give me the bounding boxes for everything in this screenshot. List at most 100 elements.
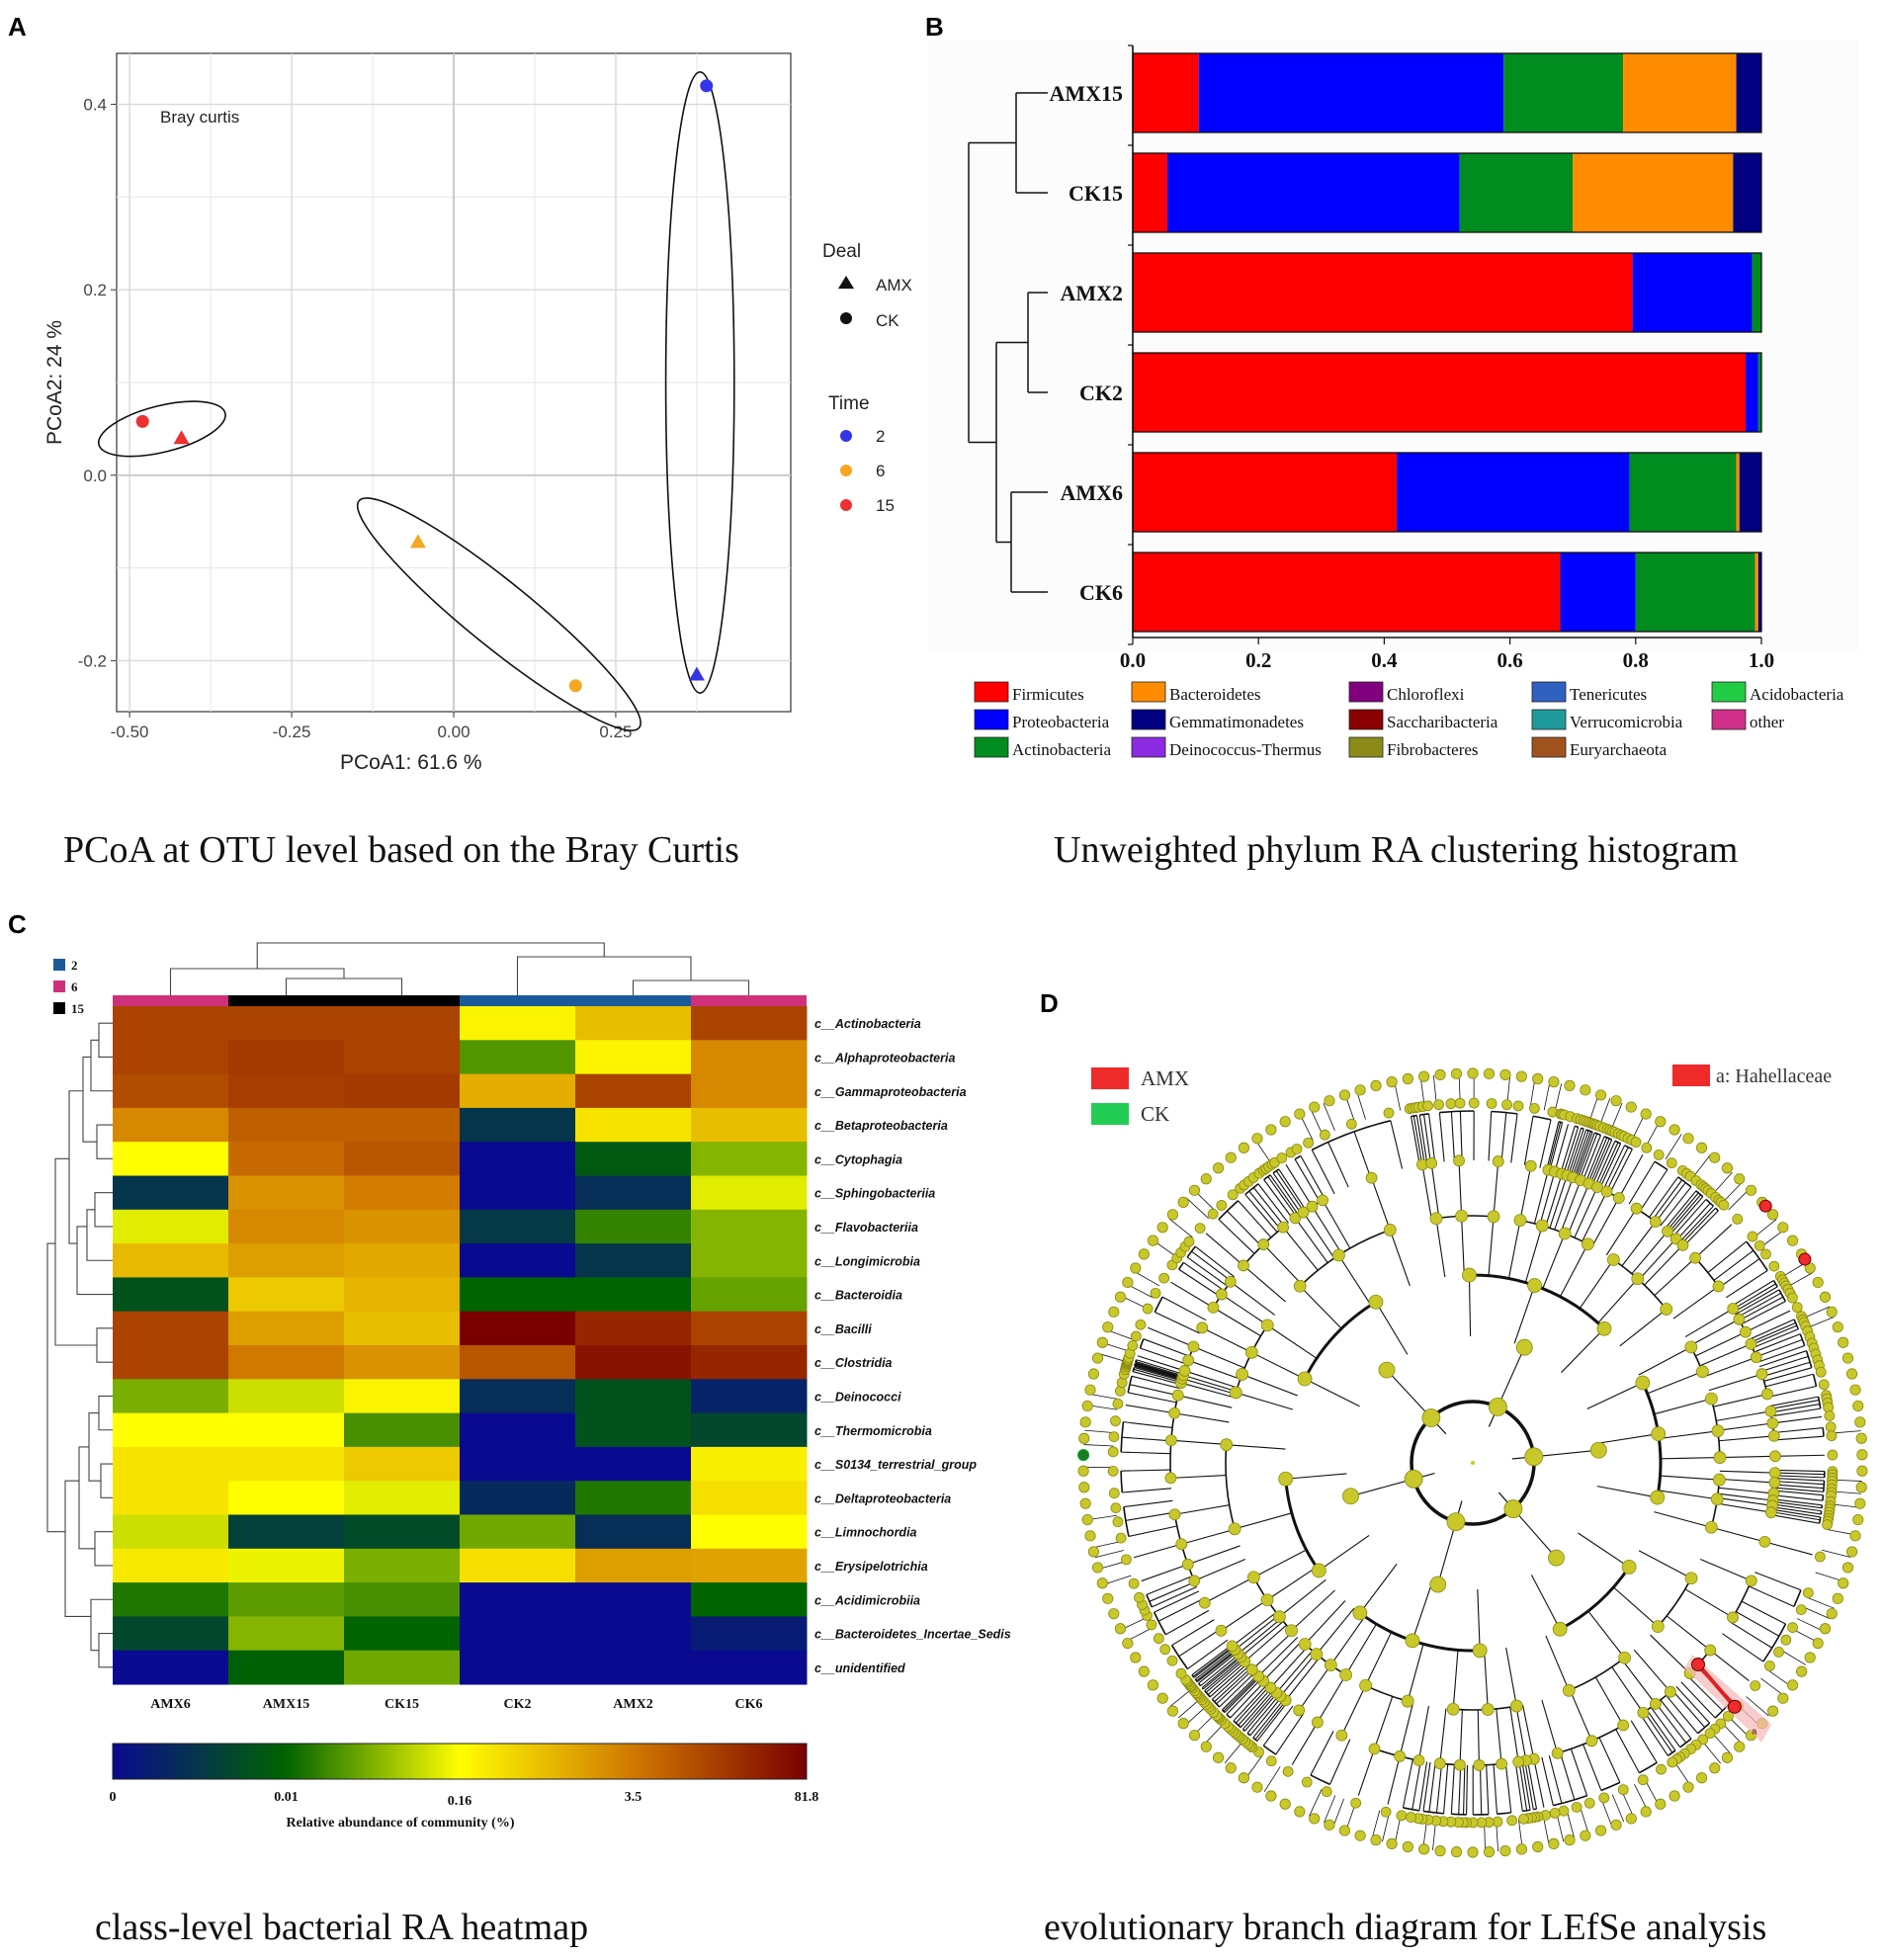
heatmap-cell bbox=[691, 1142, 808, 1176]
cladogram-branch bbox=[1256, 1701, 1289, 1742]
cladogram-branch bbox=[1137, 1355, 1185, 1372]
cladogram-arc bbox=[1822, 1427, 1825, 1437]
heatmap-cell bbox=[113, 1073, 229, 1109]
legend-label: Firmicutes bbox=[1012, 685, 1084, 704]
cladogram-branch bbox=[1541, 1756, 1554, 1806]
cladogram-branch bbox=[1658, 1490, 1718, 1500]
heatmap-cell bbox=[228, 1311, 345, 1346]
cladogram-arc bbox=[1822, 1494, 1825, 1501]
panel-c-letter: C bbox=[8, 909, 27, 939]
cladogram-branch bbox=[1327, 1142, 1349, 1188]
cladogram-branch bbox=[1719, 1455, 1775, 1459]
cladogram-branch bbox=[1523, 1116, 1534, 1165]
group-legend-swatch bbox=[53, 980, 65, 992]
cladogram-leaf-node bbox=[1845, 1546, 1858, 1558]
cladogram-branch bbox=[1644, 1244, 1683, 1286]
cladogram-branch bbox=[1774, 1484, 1825, 1490]
heatmap-cell bbox=[113, 1107, 229, 1143]
cladogram-node bbox=[1745, 1337, 1757, 1350]
cladogram-node bbox=[1641, 1142, 1653, 1153]
cladogram-node bbox=[1571, 1802, 1583, 1813]
heatmap-cell bbox=[228, 1616, 345, 1652]
cladogram-node bbox=[1168, 1406, 1181, 1419]
heatmap-cell bbox=[228, 1040, 345, 1075]
row-label: c__Sphingobacteriia bbox=[814, 1187, 935, 1201]
column-label: CK6 bbox=[735, 1697, 763, 1712]
cladogram-branch bbox=[1201, 1326, 1252, 1353]
cladogram-branch bbox=[1660, 1457, 1720, 1460]
cladogram-leaf-node bbox=[1450, 1846, 1463, 1858]
row-label: c__Actinobacteria bbox=[814, 1017, 921, 1031]
cladogram-branch bbox=[1415, 1115, 1425, 1164]
colorbar-label: Relative abundance of community (%) bbox=[287, 1816, 515, 1831]
cladogram-arc bbox=[1311, 1120, 1392, 1151]
heatmap-cell bbox=[460, 1345, 576, 1380]
cladogram-node bbox=[1297, 1371, 1313, 1387]
group-bar-cell bbox=[575, 995, 691, 1006]
bar-AMX6-bacteroidetes bbox=[1736, 453, 1740, 532]
legend-deal-title: Deal bbox=[822, 241, 861, 262]
heatmap-cell bbox=[344, 1514, 461, 1550]
cladogram-branch bbox=[1303, 1212, 1335, 1259]
cladogram-branch bbox=[1262, 1705, 1294, 1747]
cladogram-branch bbox=[1227, 1210, 1262, 1247]
cladogram-arc bbox=[1695, 1190, 1704, 1198]
group-legend-label: 2 bbox=[71, 958, 78, 973]
cladogram-branch bbox=[1304, 1600, 1346, 1645]
cladogram-leaf-node bbox=[1087, 1368, 1100, 1380]
cladogram-node bbox=[1486, 1098, 1497, 1109]
highlight-swatch bbox=[1672, 1065, 1710, 1086]
cladogram-branch bbox=[1546, 1121, 1560, 1170]
cladogram-branch bbox=[1300, 1155, 1326, 1200]
bar-CK2-proteobacteria bbox=[1746, 353, 1758, 432]
cladogram-leaf-node bbox=[1841, 1562, 1854, 1574]
row-label: c__Limnochordia bbox=[814, 1526, 917, 1540]
legend-label: Proteobacteria bbox=[1012, 713, 1110, 731]
cladogram-branch bbox=[1310, 1108, 1324, 1137]
cladogram-node bbox=[1704, 1644, 1717, 1657]
cladogram-node bbox=[1596, 1321, 1612, 1336]
cladogram-branch bbox=[1774, 1469, 1825, 1473]
heatmap-cell bbox=[460, 1175, 576, 1211]
cladogram-leaf-node bbox=[1084, 1384, 1096, 1396]
cladogram-branch bbox=[1750, 1321, 1796, 1343]
cladogram-branch bbox=[1263, 1179, 1294, 1221]
cladogram-branch bbox=[1266, 1324, 1318, 1359]
cladogram-node bbox=[1215, 1624, 1228, 1637]
cladogram-branch bbox=[1417, 1705, 1429, 1761]
cladogram-branch bbox=[1266, 1566, 1318, 1601]
legend-swatch-other bbox=[1711, 709, 1747, 730]
cladogram-branch bbox=[1822, 1549, 1851, 1558]
bar-CK2-actinobacteria bbox=[1757, 353, 1761, 432]
cladogram-branch bbox=[1278, 1168, 1307, 1211]
cladogram-branch bbox=[1802, 1606, 1831, 1619]
x-tick-label: -0.50 bbox=[111, 723, 149, 741]
bar-AMX6-gemmatimonadetes bbox=[1739, 453, 1761, 532]
cladogram-branch bbox=[1432, 1074, 1437, 1105]
heatmap-cell bbox=[575, 1650, 692, 1685]
cladogram-branch bbox=[1770, 1514, 1820, 1524]
heatmap-cell bbox=[344, 1040, 461, 1075]
cladogram-branch bbox=[1209, 1663, 1247, 1698]
cladogram-leaf-node bbox=[1212, 1162, 1225, 1174]
cladogram-branch bbox=[1133, 1270, 1160, 1287]
cladogram-branch bbox=[1230, 1281, 1276, 1316]
cladogram-leaf-node bbox=[1826, 1608, 1838, 1620]
cladogram-branch bbox=[1272, 1172, 1302, 1215]
cladogram-leaf-node bbox=[1354, 1830, 1366, 1841]
group-legend-label: 15 bbox=[71, 1001, 85, 1016]
heatmap-cell bbox=[691, 1650, 808, 1685]
row-dendrogram-branch bbox=[46, 1242, 65, 1533]
cladogram-branch bbox=[1764, 1541, 1813, 1556]
cladogram-branch bbox=[1769, 1399, 1820, 1409]
cladogram-arc bbox=[1574, 1125, 1579, 1129]
cladogram-branch bbox=[1134, 1366, 1182, 1382]
cladogram-branch bbox=[1194, 1245, 1236, 1278]
cladogram-node bbox=[1518, 1813, 1529, 1825]
cladogram-node bbox=[1712, 1280, 1725, 1293]
colorbar bbox=[112, 1743, 808, 1780]
cladogram-arc bbox=[1177, 1261, 1184, 1270]
cladogram-branch bbox=[1468, 1275, 1472, 1337]
cladogram-branch bbox=[1466, 1764, 1469, 1815]
cladogram-leaf-node bbox=[1855, 1432, 1867, 1444]
